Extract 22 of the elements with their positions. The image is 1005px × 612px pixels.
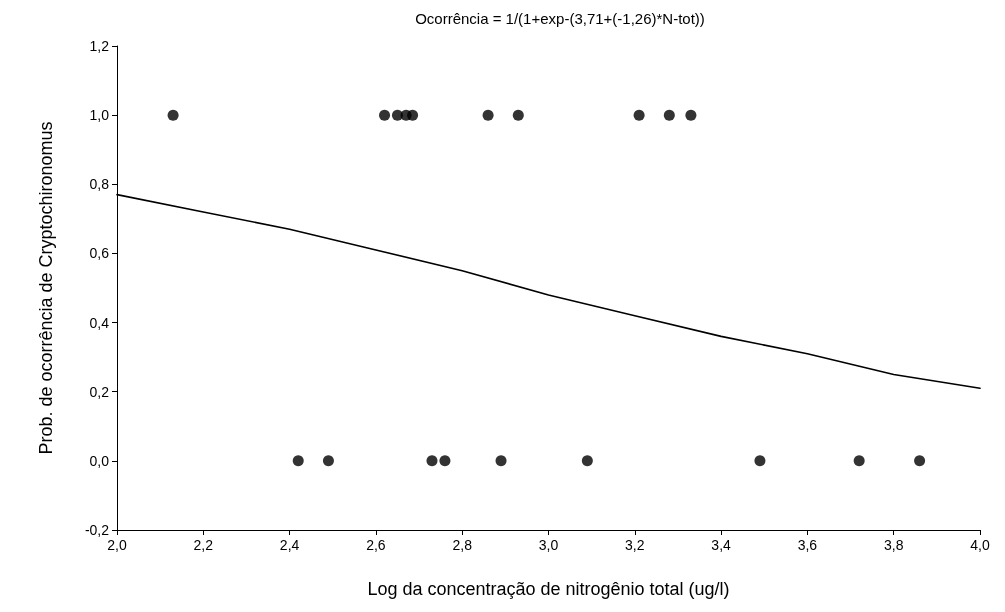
y-tick-label: 0,8 [89, 176, 110, 193]
x-tick-label: 2,0 [107, 537, 127, 553]
y-tick-label: 0,6 [89, 245, 110, 262]
y-tick-label: -0,2 [84, 522, 110, 538]
x-tick-label: 3,8 [883, 537, 904, 553]
x-tick-label: 4,0 [970, 537, 990, 553]
x-tick-label: 2,8 [452, 537, 473, 553]
y-tick-label: 1,2 [89, 38, 110, 54]
x-tick-label: 3,4 [711, 537, 732, 553]
x-tick-label: 3,0 [538, 537, 559, 553]
x-tick-label: 3,6 [797, 537, 818, 553]
chart-title: Ocorrência = 1/(1+exp-(3,71+(-1,26)*N-tot)) [415, 10, 705, 27]
x-tick-label: 2,2 [193, 537, 214, 553]
x-axis-title: Log da concentração de nitrogênio total (ug/l) [367, 579, 730, 599]
y-tick-label: 0,2 [89, 383, 110, 400]
y-tick-label: 0,0 [89, 452, 110, 469]
x-tick-label: 2,6 [366, 537, 386, 553]
x-tick-label: 3,2 [625, 537, 645, 553]
x-tick-label: 2,4 [279, 537, 300, 553]
y-axis-title: Prob. de ocorrência de Cryptochironomus [36, 121, 56, 455]
y-tick-label: 0,4 [89, 314, 110, 331]
y-tick-label: 1,0 [89, 107, 110, 124]
